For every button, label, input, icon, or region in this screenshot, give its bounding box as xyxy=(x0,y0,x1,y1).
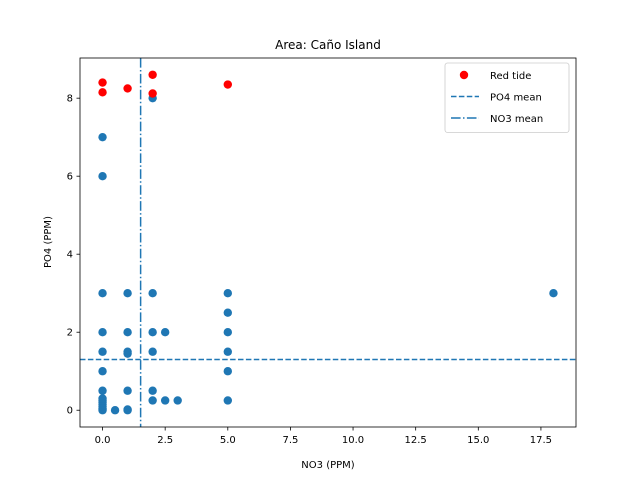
legend: Red tide PO4 mean NO3 mean xyxy=(444,62,570,133)
sample-point-22 xyxy=(123,289,132,298)
chart-title: Area: Caño Island xyxy=(275,38,381,52)
red-tide-point-4 xyxy=(148,89,157,98)
sample-point-12 xyxy=(98,289,107,298)
y-axis-ticks: 0 2 4 6 8 xyxy=(67,94,80,417)
sample-point-18 xyxy=(123,386,132,395)
sample-point-36 xyxy=(223,308,232,317)
x-tick-label-7: 17.5 xyxy=(530,435,552,446)
sample-point-11 xyxy=(98,328,107,337)
y-tick-label-1: 2 xyxy=(67,328,73,339)
sample-point-24 xyxy=(148,386,157,395)
y-tick-label-2: 4 xyxy=(67,250,73,261)
x-tick-label-0: 0.0 xyxy=(95,435,111,446)
sample-point-35 xyxy=(223,328,232,337)
y-tick-label-3: 6 xyxy=(67,172,73,183)
sample-point-21 xyxy=(123,328,132,337)
x-tick-label-2: 5.0 xyxy=(220,435,236,446)
red-tide-point-5 xyxy=(223,80,232,89)
y-axis-label: PO4 (PPM) xyxy=(43,216,54,268)
sample-point-29 xyxy=(160,396,170,405)
red-tide-point-1 xyxy=(98,88,107,97)
x-axis-ticks: 0.0 2.5 5.0 7.5 10.0 12.5 15.0 17.5 xyxy=(95,427,552,446)
sample-point-33 xyxy=(223,367,232,376)
sample-point-31 xyxy=(173,396,182,405)
sample-point-37 xyxy=(223,289,232,298)
sample-point-20 xyxy=(123,347,132,356)
sample-point-9 xyxy=(98,367,107,376)
red-tide-point-0 xyxy=(98,78,107,87)
legend-box xyxy=(444,62,570,133)
legend-marker-red-tide xyxy=(459,70,469,80)
x-tick-label-3: 7.5 xyxy=(282,435,298,446)
sample-point-14 xyxy=(98,132,107,142)
sample-point-8 xyxy=(98,386,107,395)
x-tick-label-5: 12.5 xyxy=(405,435,427,446)
red-tide-point-2 xyxy=(123,84,132,93)
legend-label-no3-mean: NO3 mean xyxy=(490,114,543,125)
sample-point-23 xyxy=(148,396,157,405)
x-tick-label-1: 2.5 xyxy=(157,435,173,446)
plot-frame xyxy=(79,57,577,428)
red-tide-point-3 xyxy=(148,70,157,79)
sample-point-30 xyxy=(160,328,170,337)
y-tick-label-4: 8 xyxy=(67,94,73,105)
legend-label-po4-mean: PO4 mean xyxy=(490,93,542,104)
sample-point-34 xyxy=(223,347,232,356)
y-tick-label-0: 0 xyxy=(67,406,73,417)
sample-point-32 xyxy=(223,396,232,405)
sample-point-13 xyxy=(98,171,107,181)
sample-point-27 xyxy=(148,289,157,298)
sample-point-7 xyxy=(98,394,107,403)
plot-area xyxy=(80,58,576,427)
x-axis-label: NO3 (PPM) xyxy=(301,460,354,471)
sample-point-38 xyxy=(549,289,558,298)
sample-point-25 xyxy=(148,347,157,356)
sample-point-17 xyxy=(123,405,132,414)
x-tick-label-6: 15.0 xyxy=(467,435,489,446)
sample-point-10 xyxy=(98,347,107,356)
x-tick-label-4: 10.0 xyxy=(342,435,364,446)
sample-point-26 xyxy=(148,328,157,337)
sample-point-15 xyxy=(110,406,120,415)
legend-label-red-tide: Red tide xyxy=(490,71,531,82)
